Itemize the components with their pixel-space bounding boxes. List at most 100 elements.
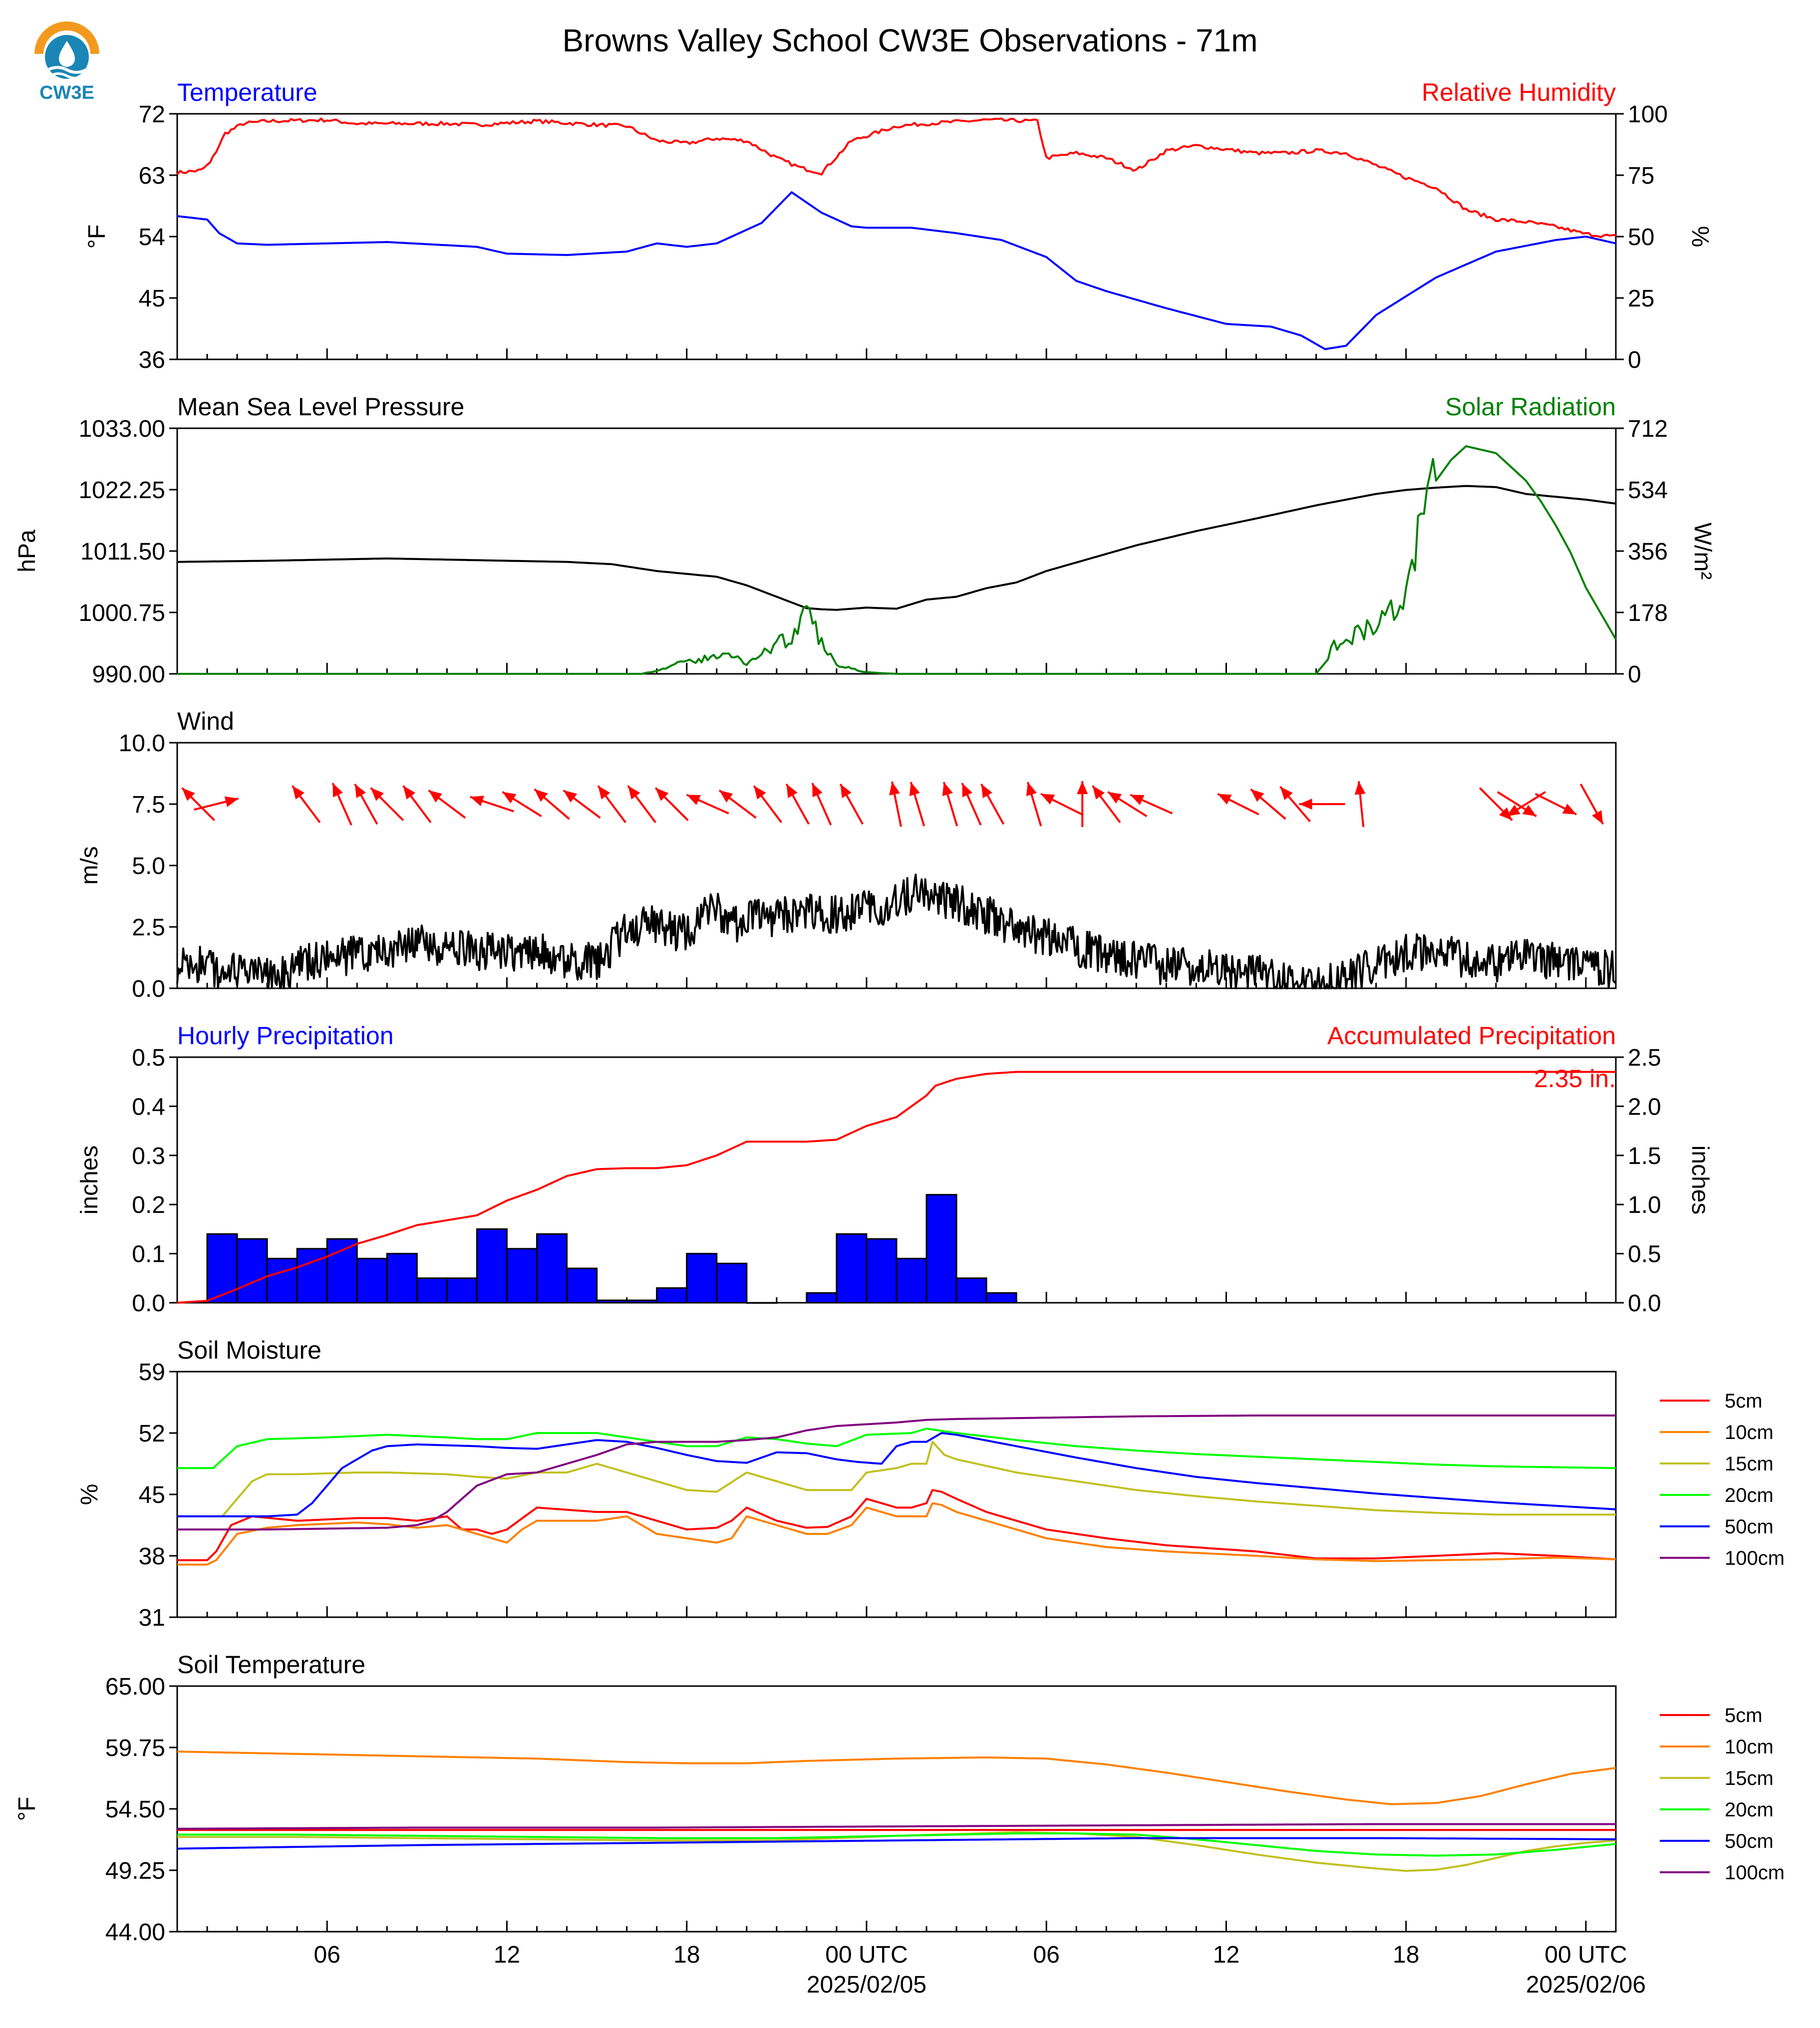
wind-arrow-head bbox=[981, 784, 993, 798]
wind-arrow bbox=[1130, 794, 1173, 815]
wind-arrow-head bbox=[754, 786, 766, 800]
bar bbox=[476, 1228, 508, 1304]
y-axis-label-left: % bbox=[76, 1484, 103, 1505]
series-line-15cm bbox=[177, 1441, 1616, 1517]
wind-arrow bbox=[654, 787, 689, 821]
series-line-1 bbox=[177, 445, 1617, 675]
y-tick-label-left: 36 bbox=[139, 347, 165, 373]
wind-arrow bbox=[402, 785, 432, 824]
y-tick-label-left: 0.4 bbox=[132, 1094, 165, 1120]
series-line-20cm bbox=[177, 1428, 1616, 1469]
y-tick-label-left: 1022.25 bbox=[78, 477, 165, 504]
panel-soil_moisture: Soil Moisture5952453831%5cm10cm15cm20cm5… bbox=[76, 1336, 1785, 1631]
wind-arrow-head bbox=[224, 796, 239, 807]
y-tick-label-left: 45 bbox=[139, 286, 165, 312]
wind-arrow bbox=[193, 796, 239, 811]
wind-arrow bbox=[181, 787, 215, 821]
legend-label: 100cm bbox=[1725, 1547, 1785, 1569]
wind-arrow-head bbox=[786, 784, 798, 798]
y-tick-label-left: 10.0 bbox=[119, 730, 165, 757]
x-tick-label: 12 bbox=[494, 1942, 520, 1968]
wind-arrow bbox=[1026, 782, 1042, 827]
wind-arrow bbox=[1040, 793, 1083, 816]
bar bbox=[386, 1253, 418, 1304]
y-tick-label-left: 38 bbox=[139, 1543, 165, 1570]
bar bbox=[896, 1257, 927, 1304]
wind-arrow bbox=[811, 783, 832, 826]
x-tick-label: 00 UTC bbox=[1544, 1942, 1627, 1968]
legend-label: 100cm bbox=[1725, 1862, 1785, 1884]
wind-arrow bbox=[597, 785, 626, 824]
wind-arrow bbox=[470, 796, 514, 813]
bar bbox=[596, 1299, 628, 1304]
wind-arrow-head bbox=[1299, 799, 1312, 810]
y-tick-label-left: 990.00 bbox=[92, 661, 165, 688]
figure-title: Browns Valley School CW3E Observations -… bbox=[562, 22, 1257, 58]
wind-arrow-head bbox=[292, 786, 304, 800]
y-tick-label-left: 44.00 bbox=[105, 1919, 165, 1946]
panel-title-right: Solar Radiation bbox=[1445, 393, 1616, 421]
wind-arrow-head bbox=[598, 786, 610, 800]
wind-arrow-head bbox=[1280, 787, 1293, 800]
wind-arrow-head bbox=[563, 790, 578, 803]
y-tick-label-left: 31 bbox=[139, 1605, 165, 1631]
series-line-1 bbox=[176, 117, 1616, 239]
bar bbox=[925, 1194, 957, 1304]
wind-arrow-head bbox=[719, 790, 733, 803]
x-tick-label: 18 bbox=[1393, 1942, 1419, 1968]
y-axis-label-right: inches bbox=[1687, 1146, 1713, 1215]
x-date-label: 2025/02/06 bbox=[1526, 1972, 1646, 1998]
wind-arrow-head bbox=[1592, 810, 1603, 825]
legend-label: 10cm bbox=[1725, 1422, 1774, 1444]
wind-arrow-head bbox=[962, 783, 973, 798]
wind-arrow-head bbox=[1108, 792, 1122, 804]
wind-arrow bbox=[1299, 799, 1345, 810]
wind-arrow bbox=[753, 785, 783, 824]
y-tick-label-left: 0.5 bbox=[132, 1045, 165, 1071]
wind-arrow-head bbox=[1522, 805, 1536, 817]
y-tick-label-right: 0.5 bbox=[1628, 1241, 1661, 1268]
y-tick-label-right: 1.5 bbox=[1628, 1143, 1661, 1169]
panel-soil_temp: Soil Temperature 65.00 59.75 54.50 49.25 44.0… bbox=[14, 1651, 1785, 1946]
bar bbox=[536, 1233, 568, 1304]
wind-arrow-head bbox=[889, 781, 900, 796]
y-tick-label-left: 0.3 bbox=[132, 1143, 165, 1169]
y-tick-label-right: 1.0 bbox=[1628, 1192, 1661, 1218]
wind-arrow bbox=[1250, 788, 1286, 820]
y-tick-label-left: 0.2 bbox=[132, 1192, 165, 1218]
series-line-10cm bbox=[177, 1502, 1616, 1566]
bar bbox=[206, 1233, 238, 1304]
legend-label: 5cm bbox=[1725, 1390, 1763, 1412]
panel-pressure_solar: Mean Sea Level Pressure Solar Radiation 10… bbox=[14, 393, 1716, 688]
y-tick-label-right: 534 bbox=[1628, 477, 1668, 504]
x-tick-label: 18 bbox=[673, 1942, 700, 1968]
wind-arrow bbox=[980, 783, 1005, 825]
wind-arrow-head bbox=[1092, 786, 1105, 800]
y-tick-label-left: 1033.00 bbox=[78, 416, 165, 442]
series-line-10cm bbox=[177, 1750, 1616, 1805]
cw3e-logo: CW3E bbox=[32, 18, 102, 103]
bar bbox=[656, 1287, 688, 1304]
legend: 5cm 10cm 15cm 20cm 50cm 100cm bbox=[1660, 1705, 1785, 1884]
wind-arrow-head bbox=[470, 796, 484, 807]
wind-arrow bbox=[1077, 781, 1088, 827]
wind-arrow bbox=[686, 794, 729, 815]
y-tick-label-left: 59.75 bbox=[105, 1735, 165, 1761]
wind-arrow-head bbox=[1354, 781, 1366, 795]
panel-temp_rh: Temperature Relative Humidity 72 63 54 45 36 °F… bbox=[84, 78, 1713, 373]
legend-label: 5cm bbox=[1725, 1705, 1763, 1727]
series-line-20cm bbox=[177, 1832, 1616, 1857]
bar bbox=[566, 1267, 598, 1304]
bar bbox=[716, 1262, 748, 1304]
y-tick-label-right: 2.0 bbox=[1628, 1094, 1661, 1120]
wind-arrow bbox=[627, 785, 656, 824]
bar bbox=[866, 1238, 898, 1304]
wind-arrow bbox=[839, 783, 864, 825]
y-tick-label-left: 59 bbox=[139, 1359, 165, 1386]
wind-arrow-head bbox=[1499, 807, 1513, 821]
legend-label: 50cm bbox=[1725, 1516, 1774, 1538]
wind-arrow-head bbox=[1506, 805, 1520, 817]
series-line-100cm bbox=[177, 1414, 1616, 1531]
y-tick-label-left: 54 bbox=[139, 224, 165, 251]
panel-title-right: Relative Humidity bbox=[1422, 78, 1616, 106]
